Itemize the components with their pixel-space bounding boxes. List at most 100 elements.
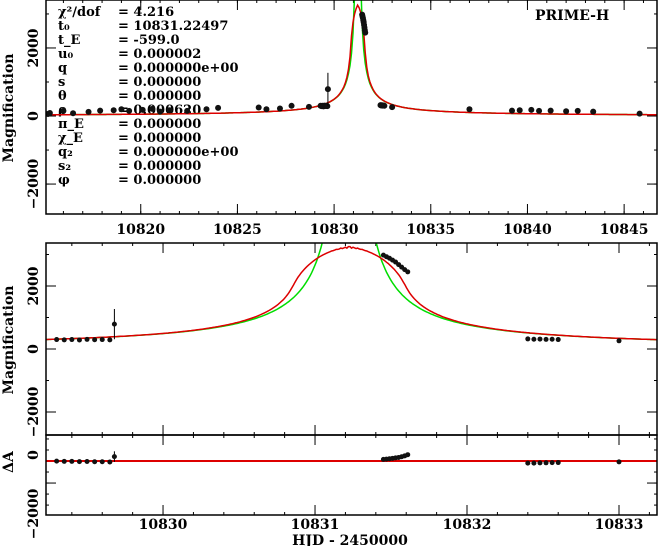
data-point xyxy=(60,107,67,114)
finite-source-model-line xyxy=(46,3,657,116)
data-point xyxy=(531,460,537,466)
param-value: = 0.000002 xyxy=(118,47,201,62)
data-point xyxy=(616,459,622,465)
param-value: = 0.000000 xyxy=(118,89,201,104)
x-tick-label: 10840 xyxy=(503,222,552,238)
data-point xyxy=(118,106,125,113)
data-point xyxy=(563,108,570,115)
data-point xyxy=(46,109,53,116)
data-point xyxy=(537,460,543,466)
data-point xyxy=(54,337,60,343)
data-point xyxy=(70,110,77,117)
data-point xyxy=(389,104,396,111)
data-point xyxy=(166,107,173,114)
y-tick-label: −2000 xyxy=(26,488,42,539)
data-point xyxy=(590,108,597,115)
panel-frame xyxy=(45,434,658,516)
data-point xyxy=(149,105,156,112)
data-point xyxy=(536,107,543,114)
data-point xyxy=(85,108,92,115)
data-point xyxy=(69,337,75,343)
plot-area xyxy=(46,243,657,344)
plot-area xyxy=(46,451,657,466)
param-label: s xyxy=(58,75,65,90)
data-point xyxy=(549,460,555,466)
data-point xyxy=(531,336,537,342)
data-point xyxy=(184,107,191,114)
data-point xyxy=(84,336,90,342)
data-point xyxy=(69,458,75,464)
data-point xyxy=(555,460,561,466)
param-label: q xyxy=(58,61,67,76)
param-value: = 0.000000 xyxy=(118,131,201,146)
data-point xyxy=(466,106,473,113)
finite-source-model-line xyxy=(46,245,657,341)
data-point xyxy=(126,107,133,114)
data-point xyxy=(99,337,105,343)
data-point xyxy=(276,105,283,112)
chart-title: PRIME-H xyxy=(535,8,609,24)
data-point xyxy=(99,459,105,465)
y-tick-label: 0 xyxy=(26,111,42,121)
x-tick-label: 10820 xyxy=(116,222,165,238)
data-point xyxy=(97,107,104,114)
param-value: = -599.0 xyxy=(118,33,180,48)
data-point xyxy=(362,29,369,36)
data-point xyxy=(555,337,561,343)
panel-frame xyxy=(45,242,658,436)
param-value: = 0.000000e+00 xyxy=(118,61,239,76)
y-tick-label: 2000 xyxy=(26,266,42,305)
param-value: = 0.000000 xyxy=(118,75,201,90)
data-point xyxy=(636,110,643,117)
param-label: θ xyxy=(58,89,67,104)
data-point xyxy=(215,104,222,111)
data-point xyxy=(157,108,164,115)
data-point xyxy=(537,336,543,342)
param-value: = 0.000000 xyxy=(118,173,201,188)
y-axis-label-residual: ΔA xyxy=(1,450,17,473)
data-point xyxy=(255,104,262,111)
data-point xyxy=(516,107,523,114)
data-point xyxy=(92,459,98,465)
param-label: t₀ xyxy=(58,19,70,34)
data-point xyxy=(203,106,210,113)
param-label: u₀ xyxy=(58,47,73,62)
data-point xyxy=(288,102,295,109)
x-tick-label: 10831 xyxy=(291,517,340,533)
param-label: t_E xyxy=(58,33,81,48)
y-tick-label: 0 xyxy=(26,450,42,460)
x-tick-label: 10833 xyxy=(595,517,644,533)
data-point xyxy=(549,336,555,342)
data-point xyxy=(616,338,622,344)
param-value: = 4.216 xyxy=(118,5,174,20)
param-label: s₂ xyxy=(58,159,71,174)
data-point xyxy=(525,336,531,342)
data-point xyxy=(324,103,331,110)
y-tick-label: 0 xyxy=(26,344,42,354)
panel-overview: 10820 10825 10830 10835 10840 10845 −2000 0 2000 xyxy=(26,0,658,238)
x-tick-label: 10832 xyxy=(443,517,492,533)
param-label: χ_E xyxy=(58,131,83,146)
data-point xyxy=(111,454,117,460)
data-point xyxy=(61,337,67,343)
data-point xyxy=(263,106,270,113)
data-point xyxy=(525,460,531,466)
data-point xyxy=(111,321,117,327)
x-tick-label: 10835 xyxy=(406,222,455,238)
param-label: χ²/dof xyxy=(58,5,102,20)
data-point xyxy=(405,452,411,458)
x-tick-label: 10825 xyxy=(213,222,262,238)
data-point xyxy=(543,336,549,342)
param-value: = 0.000000 xyxy=(118,159,201,174)
data-point xyxy=(574,107,581,114)
data-point xyxy=(92,337,98,343)
data-point xyxy=(107,459,113,465)
param-value: = 0.000000 xyxy=(118,117,201,132)
plot-area xyxy=(46,0,657,117)
param-value: = 0.000000e+00 xyxy=(118,145,239,160)
y-axis-label-top: Magnification xyxy=(1,54,17,163)
y-tick-label: −2000 xyxy=(26,386,42,437)
data-point xyxy=(76,337,82,343)
data-point xyxy=(324,86,331,93)
param-value: = 10831.22497 xyxy=(118,19,228,34)
